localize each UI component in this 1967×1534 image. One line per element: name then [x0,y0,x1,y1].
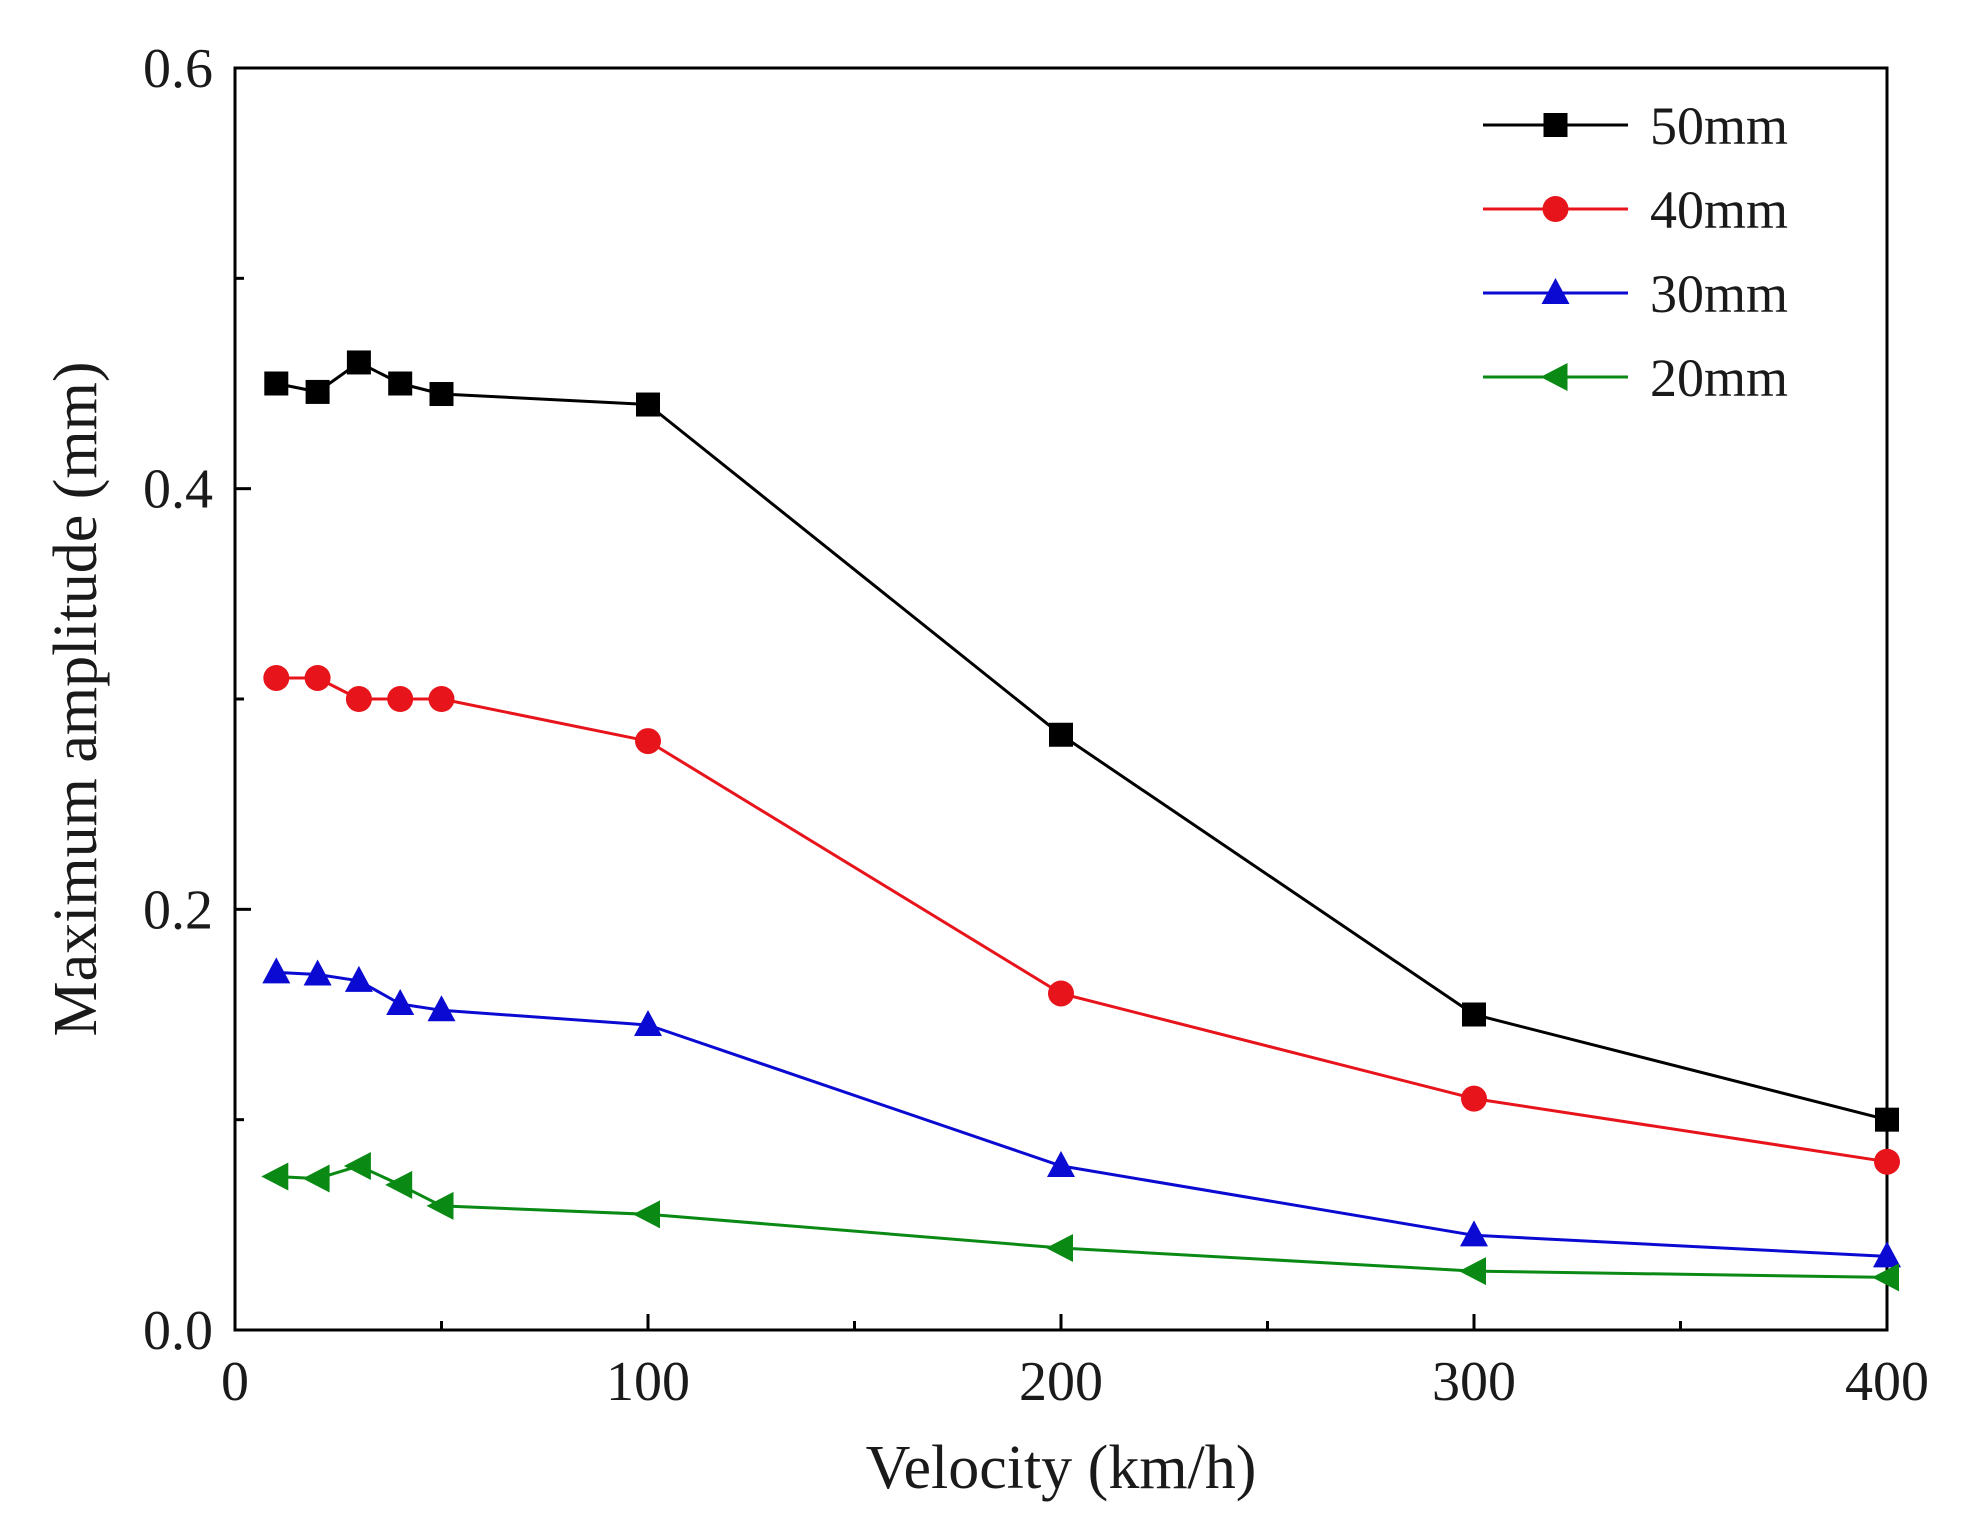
legend-label: 30mm [1650,264,1788,324]
legend-marker [1540,363,1568,391]
legend-item-50mm: 50mm [1483,96,1788,156]
data-point-20mm [1046,1233,1073,1262]
data-point-40mm [387,686,414,712]
legend-item-40mm: 40mm [1483,180,1788,240]
y-tick-label: 0.0 [143,1300,213,1362]
data-point-30mm [344,965,373,992]
data-point-30mm [1873,1241,1901,1268]
data-point-20mm [385,1170,413,1199]
data-point-30mm [1047,1150,1075,1177]
data-point-30mm [386,988,415,1015]
data-point-30mm [634,1010,662,1037]
data-point-40mm [263,664,290,691]
data-point-30mm [427,995,456,1022]
legend-marker [1541,278,1570,304]
x-tick-label: 400 [1845,1351,1929,1413]
data-point-50mm [1875,1107,1899,1132]
x-tick-label: 300 [1432,1351,1516,1413]
legend-item-20mm: 20mm [1483,348,1788,408]
data-point-40mm [345,686,372,712]
y-tick-label: 0.6 [143,38,213,100]
data-point-30mm [1460,1220,1488,1247]
data-point-40mm [304,664,331,691]
series-30mm [262,957,1901,1268]
legend-marker [1543,113,1568,137]
legend-label: 40mm [1650,180,1788,240]
series-50mm [264,350,1899,1132]
x-tick-label: 100 [606,1351,690,1413]
data-point-50mm [429,382,454,407]
legend-marker [1542,196,1569,222]
legend-label: 20mm [1650,348,1788,408]
data-point-30mm [262,957,291,984]
data-point-20mm [1459,1257,1486,1286]
x-tick-label: 0 [221,1351,249,1413]
legend-label: 50mm [1650,96,1788,156]
x-axis-label: Velocity (km/h) [866,1434,1257,1502]
y-axis-label: Maximum amplitude (mm) [42,361,110,1036]
series-20mm [261,1151,1899,1292]
data-point-20mm [302,1164,330,1193]
data-point-50mm [636,392,660,417]
series-40mm [263,664,1900,1175]
data-point-40mm [635,728,661,755]
data-point-20mm [343,1151,371,1180]
data-point-40mm [428,686,455,712]
plot-area [233,66,1889,1332]
data-point-40mm [1874,1148,1900,1175]
data-point-50mm [1049,722,1073,747]
data-point-40mm [1048,980,1074,1007]
data-point-20mm [633,1200,660,1229]
data-point-50mm [305,379,330,404]
data-point-40mm [1461,1085,1487,1112]
data-point-50mm [264,371,289,396]
y-tick-label: 0.2 [143,879,213,941]
data-point-20mm [426,1191,454,1220]
series-line-50mm [276,361,1888,1122]
data-point-30mm [303,959,332,986]
series-line-20mm [276,1164,1888,1279]
data-point-50mm [388,371,413,396]
axes-layer: 0 100 200 300 400 0.0 0.2 0.4 0.6 [143,38,1929,1413]
legend-item-30mm: 30mm [1483,264,1788,324]
y-tick-label: 0.4 [143,459,213,521]
data-point-50mm [1462,1002,1486,1027]
data-point-50mm [346,350,371,375]
series-layer [261,350,1901,1292]
legend: 50mm 40mm 30mm 20mm [1483,96,1788,408]
series-line-30mm [276,970,1888,1258]
data-point-20mm [1872,1263,1899,1292]
x-tick-label: 200 [1019,1351,1103,1413]
data-point-20mm [261,1162,289,1191]
